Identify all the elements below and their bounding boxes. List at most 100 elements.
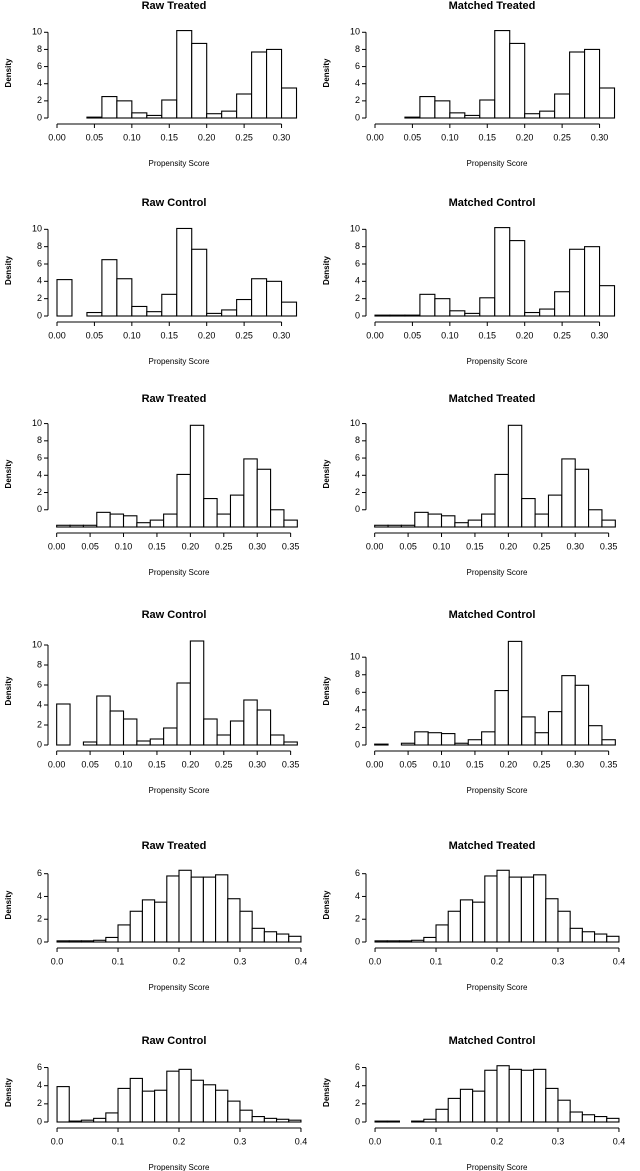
bar — [557, 1099, 571, 1123]
bar — [414, 731, 429, 746]
x-tick-label: 0.10 — [115, 541, 133, 551]
chart-title: Raw Treated — [142, 0, 207, 12]
bar — [270, 734, 285, 746]
y-tick-label: 6 — [37, 258, 42, 268]
x-tick-label: 0.25 — [215, 541, 233, 551]
bar — [141, 1090, 156, 1123]
x-tick-label: 0.2 — [173, 1136, 186, 1146]
y-tick-label: 0 — [37, 1116, 42, 1126]
y-axis-label: Density — [322, 1078, 331, 1107]
x-tick-label: 0.25 — [235, 330, 253, 340]
bar — [251, 278, 268, 317]
bar — [581, 931, 596, 943]
bar — [96, 511, 111, 528]
bar — [276, 933, 290, 943]
y-tick-label: 4 — [355, 1080, 360, 1090]
bar — [598, 285, 616, 317]
x-tick-label: 0.15 — [148, 759, 166, 769]
bar — [481, 513, 496, 528]
y-tick-label: 6 — [355, 1062, 360, 1072]
x-axis-label: Propensity Score — [149, 357, 210, 366]
bar — [109, 710, 125, 746]
x-axis-label: Propensity Score — [467, 159, 528, 168]
bar — [374, 940, 388, 943]
bar — [472, 901, 486, 943]
bar — [288, 1119, 302, 1123]
bar — [56, 279, 73, 317]
bar — [520, 1069, 535, 1123]
bar — [440, 733, 456, 746]
x-tick-label: 0.2 — [173, 956, 186, 966]
bar — [459, 899, 474, 943]
bar — [236, 93, 253, 119]
bar — [288, 935, 302, 943]
y-axis-label: Density — [4, 459, 13, 488]
y-tick-label: 10 — [350, 652, 360, 662]
bar — [545, 1087, 559, 1123]
bar — [539, 308, 556, 317]
bar — [202, 1084, 217, 1123]
x-tick-label: 0.0 — [51, 956, 64, 966]
bar — [574, 468, 590, 528]
bar — [109, 513, 125, 528]
y-tick-label: 8 — [355, 435, 360, 445]
bar — [280, 301, 298, 317]
bar — [68, 1120, 82, 1123]
bar — [283, 741, 298, 746]
bar — [69, 524, 84, 528]
bar — [521, 498, 536, 528]
x-axis-label: Propensity Score — [467, 357, 528, 366]
bar — [101, 96, 118, 119]
bar — [116, 100, 133, 119]
bar — [569, 248, 586, 317]
x-tick-label: 0.05 — [81, 759, 99, 769]
x-tick-label: 0.10 — [441, 132, 459, 142]
x-tick-label: 0.30 — [566, 541, 584, 551]
bar — [467, 519, 483, 528]
y-tick-label: 2 — [37, 914, 42, 924]
y-axis-label: Density — [322, 676, 331, 705]
bar — [588, 725, 603, 746]
x-tick-label: 0.20 — [516, 330, 534, 340]
bar — [569, 927, 583, 943]
bar — [263, 1117, 278, 1123]
bar — [533, 874, 547, 943]
x-tick-label: 0.30 — [591, 132, 609, 142]
bar — [554, 93, 571, 119]
x-tick-label: 0.4 — [295, 956, 308, 966]
bar — [283, 519, 298, 528]
bar — [374, 524, 389, 528]
x-axis-label: Propensity Score — [149, 568, 210, 577]
bar — [374, 743, 389, 746]
bar — [229, 494, 245, 528]
bar — [266, 48, 283, 119]
bar — [206, 312, 223, 317]
x-tick-label: 0.05 — [86, 330, 104, 340]
y-tick-label: 4 — [37, 78, 42, 88]
bar — [534, 732, 550, 746]
bar — [163, 513, 178, 528]
bar — [467, 739, 483, 746]
bar — [105, 936, 119, 943]
bar — [82, 741, 98, 746]
bar — [105, 1112, 119, 1123]
bar — [129, 910, 143, 943]
y-tick-label: 6 — [355, 687, 360, 697]
y-tick-label: 0 — [37, 112, 42, 122]
bar — [508, 1068, 522, 1123]
bar — [116, 278, 133, 317]
y-tick-label: 8 — [355, 241, 360, 251]
bar — [374, 1120, 388, 1123]
bar — [176, 473, 191, 528]
x-tick-label: 0.00 — [366, 330, 384, 340]
x-tick-label: 0.0 — [369, 1136, 382, 1146]
bar — [131, 112, 148, 119]
y-tick-label: 2 — [355, 293, 360, 303]
bar — [400, 742, 416, 746]
y-tick-label: 0 — [355, 739, 360, 749]
y-axis-label: Density — [322, 256, 331, 285]
bar — [419, 293, 436, 317]
x-tick-label: 0.2 — [491, 956, 504, 966]
